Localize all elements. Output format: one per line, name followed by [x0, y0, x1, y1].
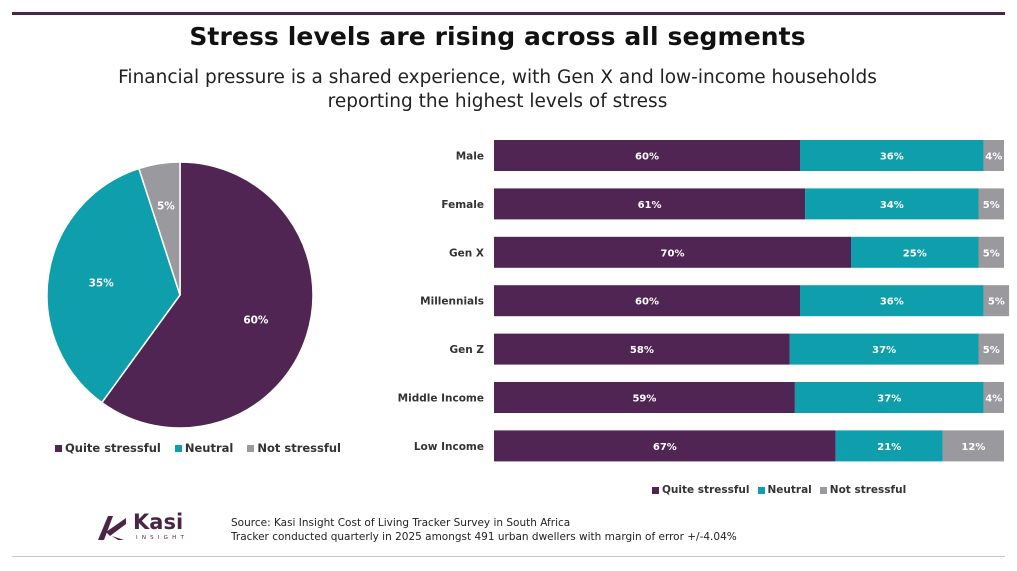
stacked-bar-chart: Male 60% 36% 4% Female 61% 34% 5% Gen X 70% 25% 5% M… — [398, 140, 1010, 462]
category-label: Low Income — [414, 441, 484, 453]
source-note: Source: Kasi Insight Cost of Living Trac… — [231, 517, 737, 544]
bar-label-quite: 70% — [661, 248, 685, 259]
page-title: Stress levels are rising across all segm… — [189, 22, 806, 51]
bar-legend-label-quite: Quite stressful — [662, 484, 750, 496]
pie-legend: Quite stressful Neutral Not stressful — [55, 441, 341, 455]
bar-label-not: 5% — [988, 297, 1005, 308]
bar-segment-neutral — [851, 236, 979, 268]
bar-segment-quite — [494, 140, 800, 171]
pie-label-quite: 60% — [243, 315, 269, 327]
bar-label-not: 12% — [961, 442, 985, 453]
bar-label-neutral: 36% — [880, 297, 904, 308]
bar-label-neutral: 34% — [880, 200, 904, 211]
subtitle-line-1: Financial pressure is a shared experienc… — [118, 67, 877, 88]
category-label: Gen Z — [450, 344, 485, 356]
bar-segment-neutral — [800, 140, 984, 171]
legend-swatch-not — [247, 444, 255, 452]
bar-legend-label-not: Not stressful — [829, 484, 907, 496]
legend-swatch-neutral — [174, 444, 182, 452]
bar-label-neutral: 37% — [877, 394, 901, 405]
pie-label-neutral: 35% — [89, 278, 115, 290]
bar-legend-item-neutral: Neutral — [757, 484, 812, 496]
top-divider — [12, 12, 1005, 15]
bar-label-neutral: 25% — [903, 248, 927, 259]
bar-segment-not — [983, 382, 1004, 413]
bar-segment-not — [983, 140, 1004, 171]
legend-swatch-not — [819, 486, 827, 494]
pie-slice-quite — [100, 161, 314, 429]
brand-subtitle: INSIGHT — [136, 535, 189, 541]
bar-segment-not — [978, 188, 1004, 220]
bar-segment-not — [983, 285, 1010, 317]
pie-label-not: 5% — [157, 201, 175, 213]
bar-label-quite: 58% — [630, 345, 654, 356]
pie-legend-label-quite: Quite stressful — [65, 441, 161, 455]
bar-segment-neutral — [835, 430, 943, 462]
source-line-2: Tracker conducted quarterly in 2025 amon… — [231, 530, 737, 543]
bar-segment-neutral — [789, 333, 979, 365]
category-label: Middle Income — [398, 393, 484, 405]
bar-label-neutral: 36% — [880, 152, 904, 163]
bar-segment-not — [978, 333, 1004, 365]
bar-label-quite: 60% — [635, 297, 659, 308]
pie-legend-item-quite: Quite stressful — [55, 441, 161, 455]
bar-label-neutral: 37% — [872, 345, 896, 356]
bar-segment-quite — [494, 333, 790, 365]
pie-legend-label-neutral: Neutral — [184, 441, 234, 455]
bar-segment-quite — [494, 236, 851, 268]
legend-swatch-neutral — [757, 486, 765, 494]
bar-segment-not — [978, 236, 1004, 268]
subtitle-line-2: reporting the highest levels of stress — [327, 91, 668, 112]
bar-segment-quite — [494, 430, 836, 462]
legend-swatch-quite — [55, 444, 62, 452]
bar-segment-neutral — [805, 188, 979, 220]
bar-label-not: 4% — [985, 394, 1002, 405]
bar-label-quite: 61% — [638, 200, 662, 211]
pie-legend-item-neutral: Neutral — [174, 441, 234, 455]
bar-legend-item-not: Not stressful — [819, 484, 907, 496]
category-label: Male — [456, 151, 484, 163]
bar-segment-not — [942, 430, 1004, 462]
bar-legend: Quite stressful Neutral Not stressful — [652, 484, 906, 496]
pie-legend-label-not: Not stressful — [257, 441, 341, 455]
bar-label-neutral: 21% — [877, 442, 901, 453]
pie-slice-not — [137, 161, 181, 296]
category-label: Female — [441, 199, 484, 211]
bar-label-not: 5% — [983, 248, 1000, 259]
category-label: Millennials — [420, 296, 484, 308]
pie-slice-neutral — [46, 167, 181, 404]
pie-chart: 60% 35% 5% — [46, 161, 314, 429]
source-line-1: Source: Kasi Insight Cost of Living Trac… — [231, 517, 571, 529]
bar-label-not: 4% — [985, 152, 1002, 163]
bar-label-quite: 60% — [635, 152, 659, 163]
bar-segment-quite — [494, 382, 795, 413]
bar-legend-item-quite: Quite stressful — [652, 484, 750, 496]
page-subtitle: Financial pressure is a shared experienc… — [60, 66, 935, 114]
bar-segment-quite — [494, 285, 800, 317]
bottom-divider — [12, 556, 1005, 557]
legend-swatch-quite — [652, 486, 659, 494]
bar-label-not: 5% — [983, 345, 1000, 356]
category-label: Gen X — [449, 247, 484, 259]
pie-legend-item-not: Not stressful — [247, 441, 341, 455]
bar-label-not: 5% — [983, 200, 1000, 211]
bar-segment-quite — [494, 188, 806, 220]
kasi-logo-icon — [98, 516, 126, 540]
bar-label-quite: 67% — [653, 442, 677, 453]
brand-name: Kasi — [133, 510, 184, 534]
bar-segment-neutral — [794, 382, 984, 413]
bar-label-quite: 59% — [632, 394, 656, 405]
bar-legend-label-neutral: Neutral — [767, 484, 812, 496]
bar-segment-neutral — [800, 285, 984, 317]
